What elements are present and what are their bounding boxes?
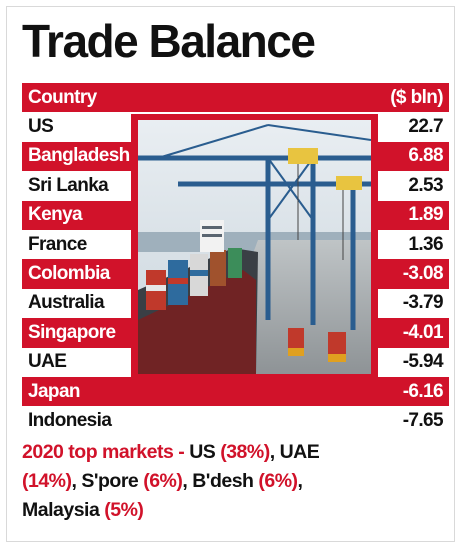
table-row: France 1.36 <box>22 230 449 259</box>
country-name: UAE <box>28 351 67 373</box>
market-share: (14%) <box>22 470 72 492</box>
market-share: (38%) <box>220 441 270 463</box>
table-row: UAE -5.94 <box>22 348 449 377</box>
country-name: Japan <box>28 380 81 402</box>
country-name: Indonesia <box>28 409 112 431</box>
country-name: Kenya <box>28 204 83 226</box>
table-row: Japan -6.16 <box>22 376 449 407</box>
trade-balance-value: 22.7 <box>408 116 443 138</box>
market-share: (6%) <box>143 470 183 492</box>
market-name: Malaysia <box>22 499 100 521</box>
trade-balance-value: -5.94 <box>402 351 444 373</box>
trade-balance-value: 2.53 <box>408 174 443 196</box>
trade-balance-value: 1.36 <box>408 233 443 255</box>
market-share: (6%) <box>258 470 298 492</box>
footer-separator: - <box>173 441 190 463</box>
country-name: France <box>28 233 87 255</box>
country-name: Singapore <box>28 321 116 343</box>
trade-balance-value: -3.08 <box>402 263 444 285</box>
footer-note: 2020 top markets - US (38%), UAE (14%), S… <box>22 441 320 521</box>
column-header-country: Country <box>28 86 97 108</box>
column-header-value: ($ bln) <box>390 86 443 108</box>
container-port-photo <box>131 114 378 380</box>
country-name: US <box>28 116 54 138</box>
container-port-photo-icon <box>138 120 371 374</box>
market-name: B'desh <box>192 470 254 492</box>
trade-balance-value: -6.16 <box>402 380 444 402</box>
country-name: Colombia <box>28 263 110 285</box>
market-share: (5%) <box>104 499 144 521</box>
table-row: Australia -3.79 <box>22 289 449 318</box>
footer-label: 2020 top markets <box>22 441 174 463</box>
trade-balance-value: -3.79 <box>402 292 444 314</box>
trade-balance-value: -4.01 <box>402 321 444 343</box>
country-name: Sri Lanka <box>28 174 109 196</box>
country-name: Bangladesh <box>28 145 130 167</box>
trade-balance-value: -7.65 <box>402 409 444 431</box>
chart-title: Trade Balance <box>22 15 316 67</box>
trade-balance-value: 6.88 <box>408 145 443 167</box>
table-row: Sri Lanka 2.53 <box>22 171 449 200</box>
table-row: Indonesia -7.65 <box>22 406 449 435</box>
market-name: S'pore <box>81 470 139 492</box>
country-name: Australia <box>28 292 105 314</box>
table-header: Country ($ bln) <box>22 83 449 113</box>
market-name: US <box>189 441 216 463</box>
trade-balance-value: 1.89 <box>408 204 443 226</box>
market-name: UAE <box>279 441 320 463</box>
table-row: US 22.7 <box>22 112 449 141</box>
